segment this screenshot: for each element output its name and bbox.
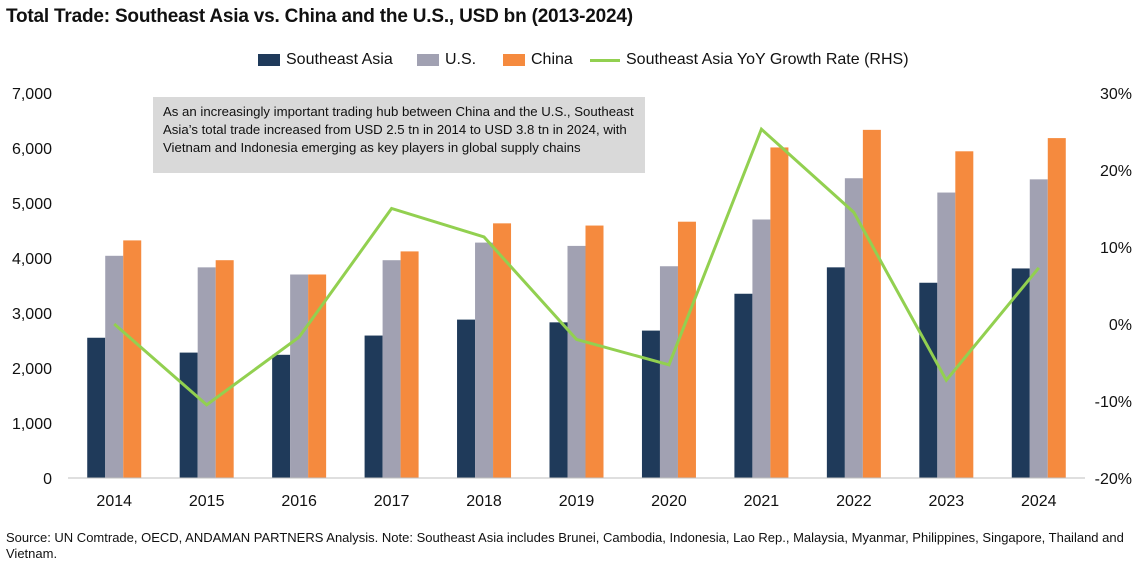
legend-swatch-china xyxy=(503,54,525,66)
bar-china-2020 xyxy=(677,221,696,478)
left-tick-label: 7,000 xyxy=(12,86,52,103)
x-tick-label: 2019 xyxy=(559,493,595,510)
source-note: Source: UN Comtrade, OECD, ANDAMAN PARTN… xyxy=(6,530,1124,561)
legend-swatch-southeast-asia xyxy=(258,54,280,66)
left-tick-label: 4,000 xyxy=(12,251,52,268)
bar-southeast-asia-2019 xyxy=(549,322,568,478)
bar-southeast-asia-2018 xyxy=(457,319,476,478)
bar-southeast-asia-2014 xyxy=(87,337,106,478)
x-tick-label: 2021 xyxy=(744,493,780,510)
right-tick-label: 10% xyxy=(1100,240,1132,257)
bar-u-s-2020 xyxy=(659,266,678,478)
bar-southeast-asia-2021 xyxy=(734,293,753,478)
left-tick-label: 2,000 xyxy=(12,361,52,378)
left-tick-label: 0 xyxy=(43,471,52,488)
legend-label-us: U.S. xyxy=(445,51,477,68)
bar-china-2023 xyxy=(955,151,974,479)
x-tick-label: 2018 xyxy=(466,493,502,510)
series-line-southeast-asia-yoy-growth-rate-rhs xyxy=(113,126,1040,407)
growth-line-layer xyxy=(113,126,1040,407)
bar-china-2024 xyxy=(1047,138,1066,478)
left-tick-label: 6,000 xyxy=(12,141,52,158)
bar-china-2022 xyxy=(862,129,881,478)
right-tick-label: -10% xyxy=(1095,394,1132,411)
legend-label-china: China xyxy=(531,51,573,68)
x-tick-label: 2024 xyxy=(1021,493,1057,510)
right-tick-label: 20% xyxy=(1100,163,1132,180)
bar-u-s-2021 xyxy=(752,219,771,478)
left-tick-label: 1,000 xyxy=(12,416,52,433)
bar-southeast-asia-2023 xyxy=(919,282,938,478)
bar-southeast-asia-2017 xyxy=(364,335,383,478)
bar-u-s-2014 xyxy=(105,255,124,478)
bar-u-s-2023 xyxy=(937,192,956,479)
bar-southeast-asia-2015 xyxy=(179,352,198,478)
legend-item-china: China xyxy=(503,51,573,69)
bar-u-s-2017 xyxy=(382,260,401,478)
left-axis-labels: 0 1,000 2,000 3,000 4,000 5,000 6,000 7,000 xyxy=(12,86,52,488)
legend-item-southeast-asia: Southeast Asia xyxy=(258,51,393,69)
legend-item-growth-rate: Southeast Asia YoY Growth Rate (RHS) xyxy=(590,51,909,69)
bar-china-2015 xyxy=(215,260,234,478)
x-tick-label: 2016 xyxy=(281,493,317,510)
bar-southeast-asia-2016 xyxy=(272,354,291,478)
bar-southeast-asia-2024 xyxy=(1011,268,1030,478)
bar-u-s-2024 xyxy=(1029,179,1048,478)
bar-layer xyxy=(87,129,1066,479)
x-axis-labels: 2014 2015 2016 2017 2018 2019 2020 2021 2022 2023… xyxy=(96,493,1056,510)
chart-title: Total Trade: Southeast Asia vs. China an… xyxy=(6,6,633,27)
x-tick-label: 2020 xyxy=(651,493,687,510)
bar-u-s-2018 xyxy=(475,242,494,478)
annotation-box: As an increasingly important trading hub… xyxy=(153,97,645,173)
bar-southeast-asia-2020 xyxy=(641,330,660,478)
left-tick-label: 5,000 xyxy=(12,196,52,213)
legend-item-us: U.S. xyxy=(417,51,476,69)
right-tick-label: 0% xyxy=(1109,317,1132,334)
x-tick-label: 2023 xyxy=(929,493,965,510)
legend-label-southeast-asia: Southeast Asia xyxy=(286,51,393,68)
bar-u-s-2016 xyxy=(290,274,309,478)
bar-china-2017 xyxy=(400,251,419,478)
legend-swatch-us xyxy=(417,54,439,66)
right-tick-label: 30% xyxy=(1100,86,1132,103)
x-tick-label: 2014 xyxy=(96,493,132,510)
bar-u-s-2019 xyxy=(567,245,586,478)
x-tick-label: 2022 xyxy=(836,493,872,510)
legend-line-growth-rate xyxy=(590,58,620,62)
bar-china-2021 xyxy=(770,147,789,478)
chart-legend: Southeast Asia U.S. China Southeast Asia… xyxy=(0,51,1147,73)
legend-label-growth-rate: Southeast Asia YoY Growth Rate (RHS) xyxy=(626,51,909,68)
bar-china-2014 xyxy=(123,240,142,478)
bar-china-2019 xyxy=(585,225,604,478)
right-tick-label: -20% xyxy=(1095,471,1132,488)
bar-u-s-2022 xyxy=(844,178,863,478)
bar-southeast-asia-2022 xyxy=(826,267,845,478)
left-tick-label: 3,000 xyxy=(12,306,52,323)
right-axis-labels: -20% -10% 0% 10% 20% 30% xyxy=(1095,86,1132,488)
x-tick-label: 2017 xyxy=(374,493,410,510)
bar-china-2016 xyxy=(308,274,327,478)
x-tick-label: 2015 xyxy=(189,493,225,510)
bar-u-s-2015 xyxy=(197,267,216,478)
bar-china-2018 xyxy=(493,223,512,478)
